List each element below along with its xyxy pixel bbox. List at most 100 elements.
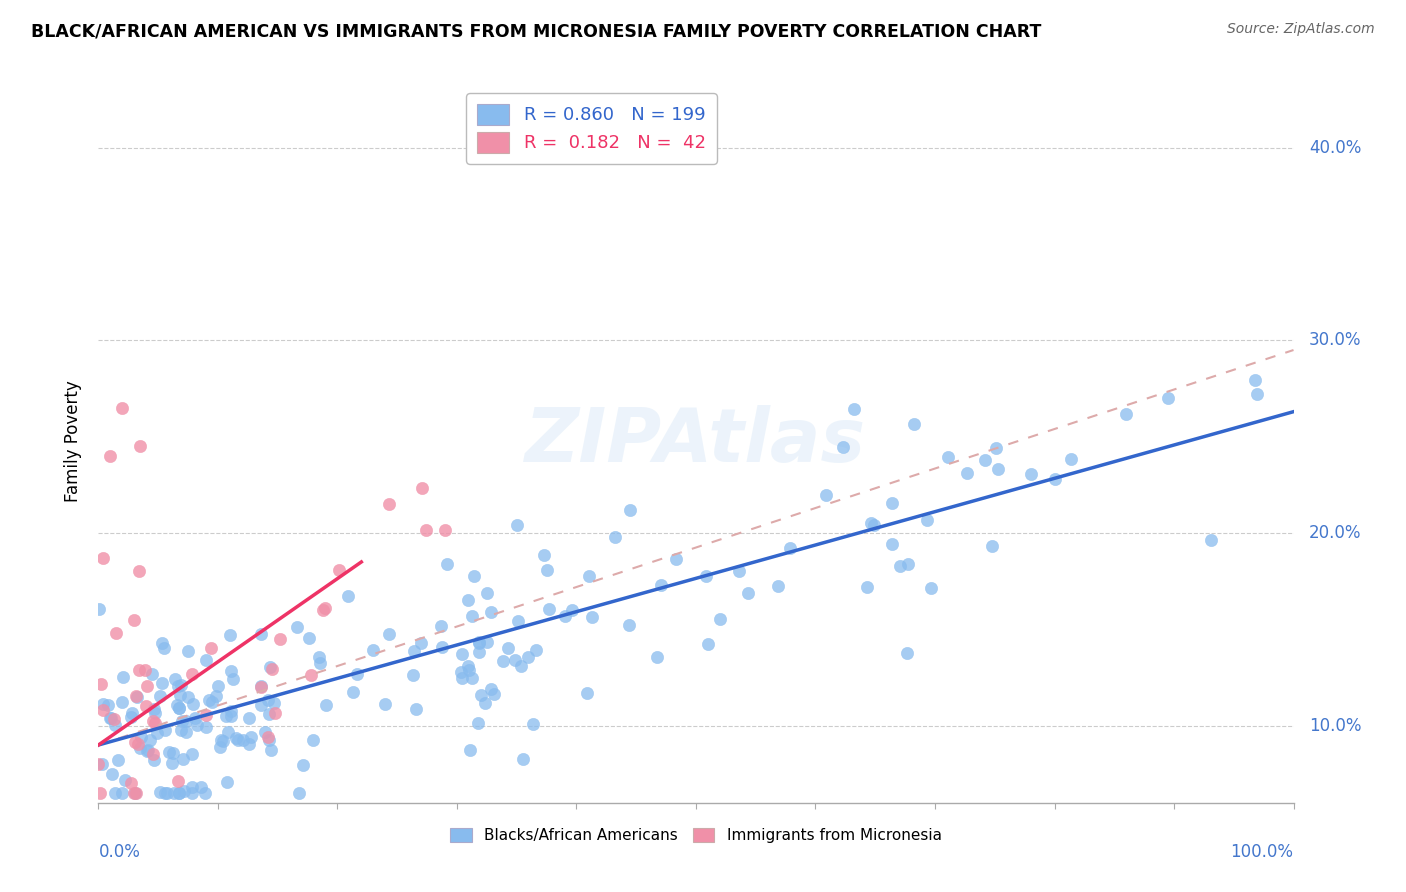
Point: [314, 600, 336, 615]
Point: [257, 733, 280, 747]
Point: [619, 618, 641, 632]
Point: [135, 680, 157, 694]
Point: [1157, 391, 1180, 405]
Point: [250, 626, 273, 640]
Point: [149, 689, 172, 703]
Point: [409, 636, 432, 650]
Point: [257, 707, 280, 722]
Point: [260, 742, 283, 756]
Point: [205, 690, 228, 704]
Point: [217, 724, 239, 739]
Point: [524, 643, 547, 657]
Point: [128, 664, 150, 678]
Point: [124, 735, 146, 749]
Point: [301, 733, 323, 747]
Point: [467, 715, 489, 730]
Point: [430, 619, 453, 633]
Point: [308, 657, 330, 671]
Point: [477, 586, 499, 600]
Point: [1246, 386, 1268, 401]
Point: [860, 516, 883, 530]
Point: [125, 690, 148, 705]
Point: [457, 663, 479, 677]
Point: [578, 568, 600, 582]
Point: [98, 711, 121, 725]
Point: [221, 709, 243, 723]
Point: [111, 786, 134, 800]
Point: [181, 666, 204, 681]
Point: [405, 701, 427, 715]
Point: [153, 723, 176, 737]
Point: [100, 711, 122, 725]
Point: [308, 649, 330, 664]
Point: [537, 601, 560, 615]
Point: [218, 628, 240, 642]
Point: [90, 757, 112, 772]
Point: [484, 687, 506, 701]
Point: [491, 654, 513, 668]
Point: [880, 496, 903, 510]
Point: [142, 747, 165, 762]
Point: [143, 706, 166, 720]
Point: [256, 730, 278, 744]
Point: [415, 523, 437, 537]
Point: [328, 563, 350, 577]
Point: [142, 753, 165, 767]
Point: [470, 688, 492, 702]
Point: [195, 707, 218, 722]
Point: [217, 774, 239, 789]
Point: [581, 610, 603, 624]
Point: [176, 724, 198, 739]
Point: [129, 730, 152, 744]
Point: [141, 667, 163, 681]
Point: [219, 704, 242, 718]
Point: [153, 640, 176, 655]
Point: [250, 679, 273, 693]
Point: [169, 701, 191, 715]
Point: [536, 562, 558, 576]
Point: [93, 703, 115, 717]
Point: [122, 613, 145, 627]
Point: [129, 439, 152, 453]
Point: [436, 557, 458, 571]
Point: [167, 774, 190, 789]
Point: [475, 634, 498, 648]
Point: [696, 637, 718, 651]
Point: [142, 702, 165, 716]
Point: [225, 731, 247, 745]
Point: [619, 502, 641, 516]
Point: [433, 524, 456, 538]
Point: [120, 710, 142, 724]
Point: [1060, 452, 1083, 467]
Point: [855, 580, 877, 594]
Point: [194, 786, 217, 800]
Point: [135, 744, 157, 758]
Point: [184, 711, 207, 725]
Point: [181, 780, 204, 794]
Point: [149, 785, 172, 799]
Point: [135, 699, 157, 714]
Point: [250, 680, 273, 694]
Point: [1243, 373, 1265, 387]
Point: [194, 652, 217, 666]
Text: 30.0%: 30.0%: [1309, 332, 1361, 350]
Point: [254, 724, 277, 739]
Point: [91, 550, 114, 565]
Point: [143, 715, 166, 730]
Point: [1115, 407, 1137, 421]
Point: [89, 786, 111, 800]
Point: [97, 698, 120, 712]
Point: [561, 603, 583, 617]
Point: [468, 634, 491, 648]
Point: [259, 660, 281, 674]
Point: [170, 677, 193, 691]
Point: [402, 668, 425, 682]
Point: [238, 711, 260, 725]
Point: [91, 697, 114, 711]
Point: [201, 695, 224, 709]
Point: [150, 676, 173, 690]
Point: [250, 698, 273, 712]
Point: [136, 743, 159, 757]
Text: 20.0%: 20.0%: [1309, 524, 1361, 542]
Point: [457, 593, 479, 607]
